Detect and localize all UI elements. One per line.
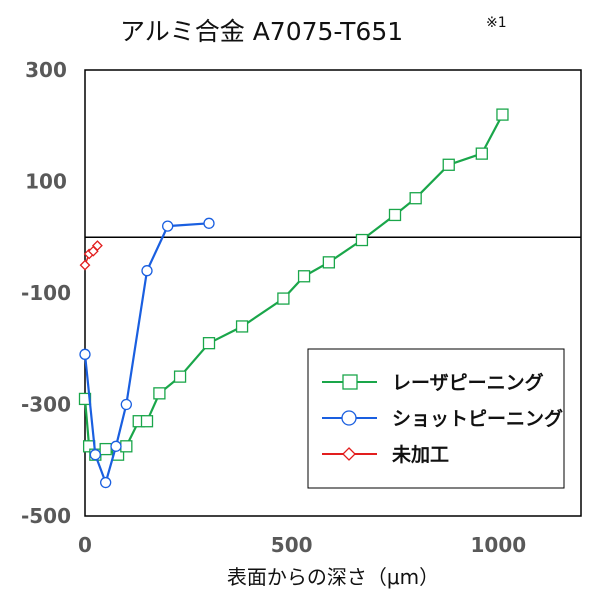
data-point — [110, 440, 122, 452]
data-point — [202, 337, 216, 350]
data-point — [297, 270, 311, 283]
data-point — [162, 220, 174, 232]
legend-marker — [342, 374, 358, 390]
series-3 — [79, 240, 103, 271]
y-tick-label: 300 — [25, 58, 67, 82]
data-point — [100, 476, 112, 489]
chart-title: アルミ合金 A7075-T651 — [120, 17, 403, 46]
legend-label: 未加工 — [391, 443, 449, 466]
data-point — [89, 449, 101, 461]
series-2 — [79, 217, 215, 489]
series-1 — [78, 108, 509, 461]
data-point — [91, 240, 103, 252]
data-point — [120, 398, 132, 411]
x-tick-label: 0 — [78, 533, 92, 557]
x-tick-label: 500 — [271, 533, 313, 557]
data-point — [173, 370, 187, 383]
data-point — [442, 158, 455, 171]
legend-marker — [342, 447, 356, 461]
chart-title-note: ※1 — [486, 15, 507, 31]
data-point — [140, 415, 154, 428]
legend-item: レーザピーニング — [322, 371, 544, 394]
y-tick-label: 100 — [25, 170, 67, 194]
data-point — [203, 217, 215, 229]
data-point — [409, 192, 422, 205]
x-axis-label: 表面からの深さ（μm） — [227, 565, 439, 589]
plot-area-frame — [84, 69, 582, 517]
legend-label: レーザピーニング — [392, 371, 544, 394]
data-point — [388, 208, 402, 222]
y-tick-label: -500 — [21, 504, 71, 528]
legend-label: ショットピーニング — [392, 407, 563, 430]
data-point — [496, 108, 509, 121]
data-point — [79, 259, 91, 271]
legend-marker — [341, 410, 357, 426]
data-point — [120, 440, 133, 453]
data-point — [99, 442, 112, 456]
x-tick-label: 1000 — [470, 533, 526, 557]
data-point — [475, 147, 488, 160]
data-point — [153, 387, 166, 400]
legend-item: ショットピーニング — [322, 407, 563, 430]
data-point — [277, 292, 290, 305]
y-tick-label: -100 — [21, 281, 71, 305]
y-tick-label: -300 — [21, 393, 71, 417]
data-point — [141, 265, 153, 277]
data-point — [322, 256, 336, 269]
legend-item: 未加工 — [322, 443, 449, 466]
data-point — [79, 348, 91, 360]
data-point — [235, 320, 249, 333]
data-point — [355, 233, 369, 247]
